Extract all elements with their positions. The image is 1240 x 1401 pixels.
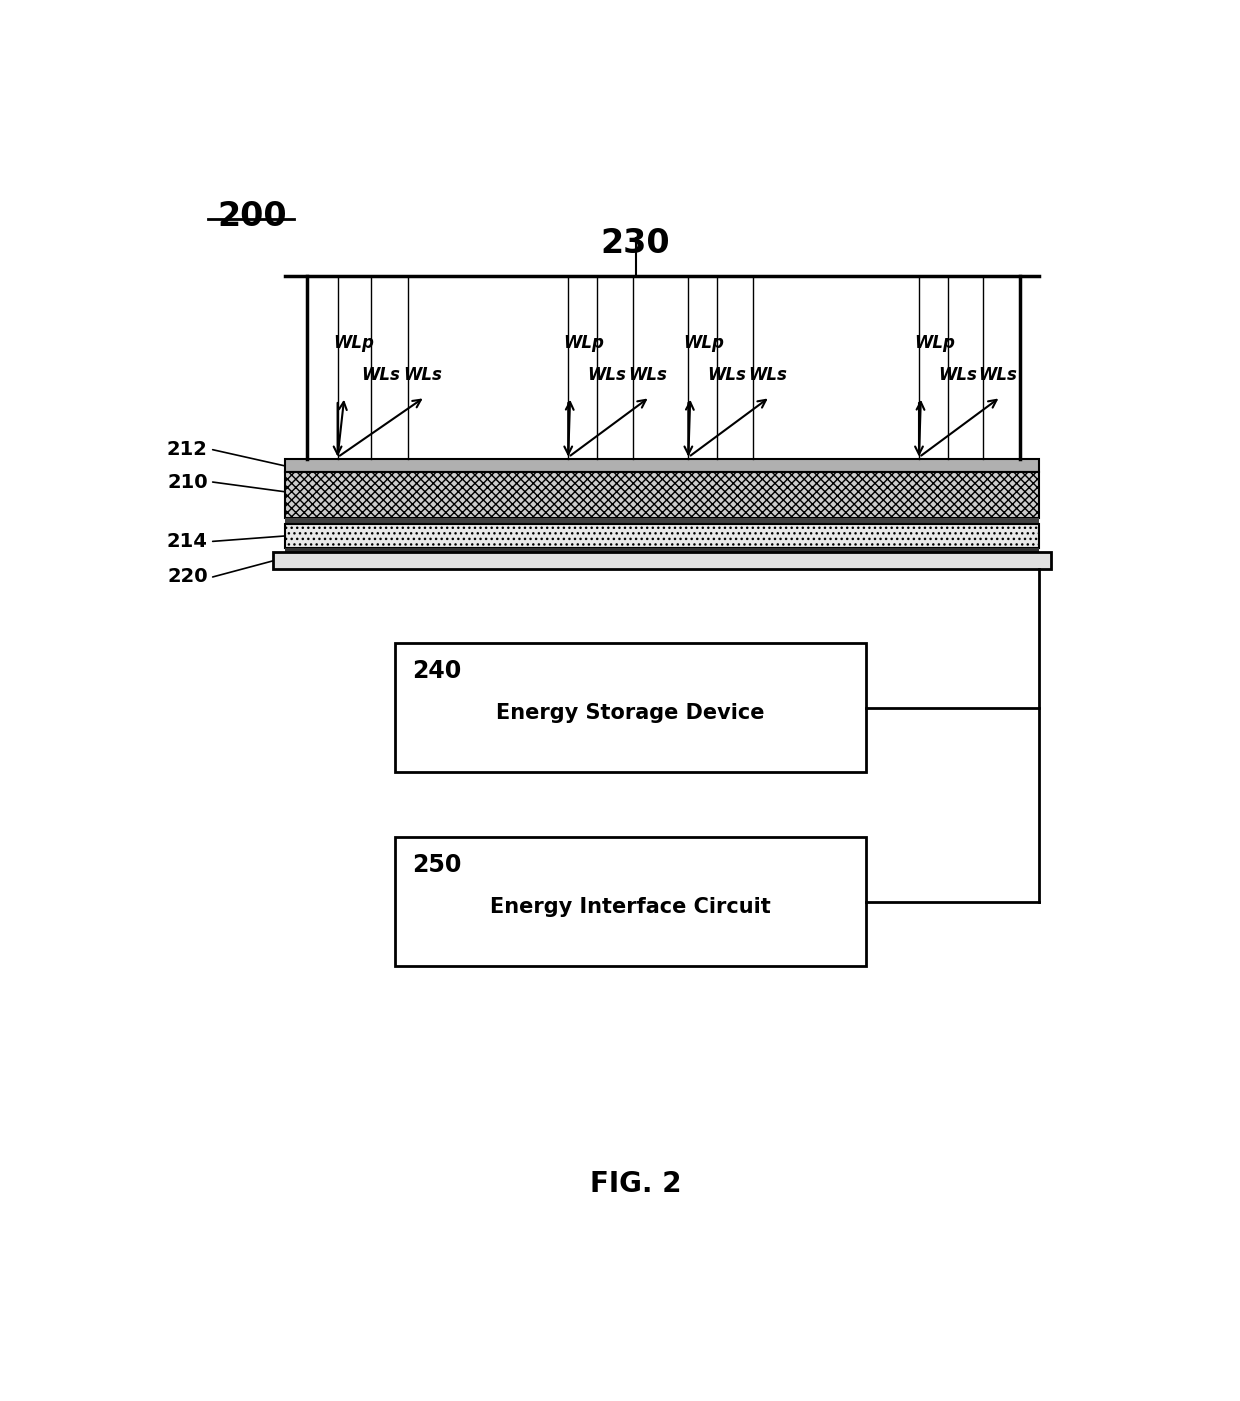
Text: WLp: WLp bbox=[683, 333, 724, 352]
Text: WLs: WLs bbox=[748, 366, 787, 384]
Text: 230: 230 bbox=[600, 227, 671, 261]
Text: WLs: WLs bbox=[588, 366, 626, 384]
Bar bbox=[273, 552, 1050, 569]
Text: WLs: WLs bbox=[403, 366, 441, 384]
Text: WLp: WLp bbox=[914, 333, 955, 352]
Text: 240: 240 bbox=[413, 658, 461, 682]
Bar bbox=[285, 517, 1039, 524]
Text: 200: 200 bbox=[217, 200, 288, 234]
Text: WLs: WLs bbox=[362, 366, 401, 384]
Text: 220: 220 bbox=[167, 567, 208, 587]
Bar bbox=[396, 836, 866, 967]
Bar bbox=[396, 643, 866, 772]
Text: 212: 212 bbox=[167, 440, 208, 460]
Bar bbox=[285, 548, 1039, 552]
Text: WLp: WLp bbox=[332, 333, 373, 352]
Text: WLs: WLs bbox=[939, 366, 977, 384]
Text: WLp: WLp bbox=[563, 333, 604, 352]
Text: WLs: WLs bbox=[978, 366, 1018, 384]
Text: 214: 214 bbox=[167, 532, 208, 551]
Bar bbox=[285, 460, 1039, 472]
Text: 210: 210 bbox=[167, 472, 208, 492]
Text: FIG. 2: FIG. 2 bbox=[590, 1170, 681, 1198]
Text: Energy Interface Circuit: Energy Interface Circuit bbox=[490, 897, 771, 918]
Bar bbox=[285, 472, 1039, 517]
Text: Energy Storage Device: Energy Storage Device bbox=[496, 703, 765, 723]
Text: WLs: WLs bbox=[627, 366, 667, 384]
Text: WLs: WLs bbox=[708, 366, 746, 384]
Bar bbox=[285, 524, 1039, 548]
Text: 250: 250 bbox=[413, 853, 463, 877]
